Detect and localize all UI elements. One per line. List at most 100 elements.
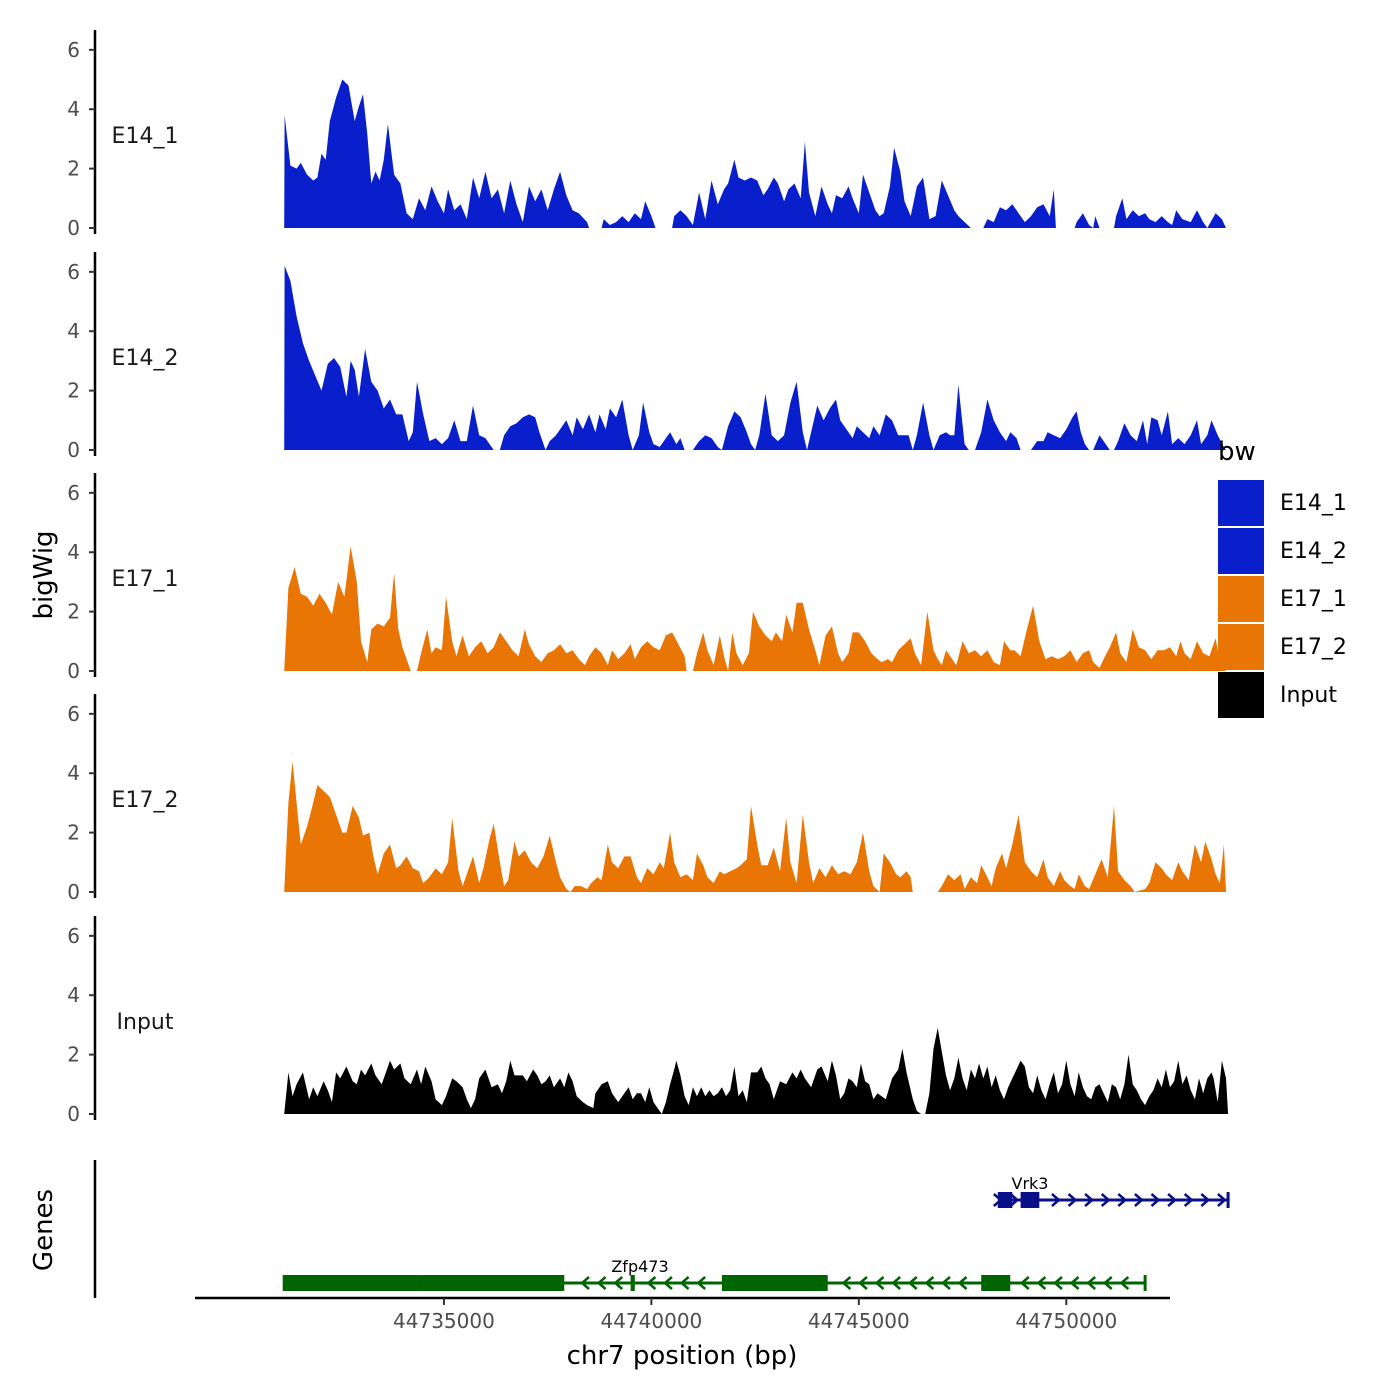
track-label: E17_2 xyxy=(112,788,179,813)
strand-arrow xyxy=(1019,1276,1030,1290)
legend-item-Input: Input xyxy=(1218,672,1337,718)
strand-arrow xyxy=(1100,1193,1111,1207)
y-tick-label: 6 xyxy=(67,702,80,726)
legend-item-E17_1: E17_1 xyxy=(1218,576,1347,622)
gene-exon xyxy=(981,1275,1011,1291)
y-tick-label: 4 xyxy=(67,97,80,121)
strand-arrow xyxy=(580,1276,590,1290)
legend-label: E14_2 xyxy=(1280,539,1347,564)
gene-Zfp473: Zfp473 xyxy=(282,1257,1147,1291)
y-axis-title: bigWig xyxy=(29,530,59,619)
track-Input: 0 2 4 6 Input xyxy=(67,916,1229,1126)
legend-label: Input xyxy=(1280,683,1337,708)
strand-arrow xyxy=(1009,1193,1020,1207)
track-E17_1: 0 2 4 6 E17_1 xyxy=(67,473,1226,683)
strand-arrow xyxy=(1067,1193,1078,1207)
y-tick-label: 2 xyxy=(67,600,80,624)
strand-arrow xyxy=(1183,1193,1194,1207)
x-tick-label: 44740000 xyxy=(600,1309,702,1333)
track-label: E17_1 xyxy=(112,567,179,592)
x-tick-label: 44745000 xyxy=(808,1309,910,1333)
strand-arrow xyxy=(679,1276,690,1290)
legend-swatch xyxy=(1218,480,1264,526)
coverage-area xyxy=(284,1027,1229,1114)
y-tick-label: 0 xyxy=(67,1102,80,1126)
strand-arrow xyxy=(1134,1193,1144,1207)
strand-arrow xyxy=(1053,1276,1063,1290)
strand-arrow xyxy=(874,1276,885,1290)
track-label: Input xyxy=(117,1010,174,1035)
legend-label: E17_2 xyxy=(1280,635,1347,660)
strand-arrow xyxy=(941,1276,951,1290)
strand-arrow xyxy=(1117,1193,1128,1207)
strand-arrow xyxy=(1084,1193,1095,1207)
y-tick-label: 0 xyxy=(67,216,80,240)
coverage-area xyxy=(284,761,1226,892)
gene-exon xyxy=(284,1275,417,1291)
x-tick-label: 44735000 xyxy=(393,1309,495,1333)
track-label: E14_1 xyxy=(112,124,179,149)
legend-title: bw xyxy=(1218,437,1256,467)
gene-label: Zfp473 xyxy=(611,1257,668,1276)
track-E17_2: 0 2 4 6 E17_2 xyxy=(67,694,1226,904)
tracks-layer: 0 2 4 6 E14_1 0 2 4 6 E14_2 0 2 4 6 E17_1 0 2 4 6 E17_2 0 2 4 6… xyxy=(67,30,1229,1126)
strand-arrow xyxy=(696,1276,706,1290)
x-axis-title: chr7 position (bp) xyxy=(567,1341,798,1371)
y-tick-label: 2 xyxy=(67,821,80,845)
genes-layer: Vrk3 Zfp473 xyxy=(93,1160,1230,1298)
strand-arrow xyxy=(957,1276,968,1290)
strand-arrow xyxy=(1102,1276,1113,1290)
legend-swatch xyxy=(1218,624,1264,670)
y-tick-label: 2 xyxy=(67,157,80,181)
strand-arrow xyxy=(1217,1193,1227,1207)
strand-arrow xyxy=(1167,1193,1177,1207)
strand-arrow xyxy=(858,1276,868,1290)
y-tick-label: 4 xyxy=(67,983,80,1007)
legend-swatch xyxy=(1218,528,1264,574)
y-tick-label: 6 xyxy=(67,38,80,62)
gene-exon xyxy=(416,1275,565,1291)
genes-axis-title: Genes xyxy=(29,1189,59,1271)
legend-item-E14_1: E14_1 xyxy=(1218,480,1347,526)
gene-exon xyxy=(630,1275,635,1291)
strand-arrow xyxy=(1150,1193,1161,1207)
gene-exon xyxy=(721,1275,828,1291)
gene-exon xyxy=(1020,1192,1040,1208)
legend-label: E14_1 xyxy=(1280,491,1347,516)
track-E14_2: 0 2 4 6 E14_2 xyxy=(67,252,1226,462)
legend-label: E17_1 xyxy=(1280,587,1347,612)
strand-arrow xyxy=(1069,1276,1080,1290)
legend-item-E14_2: E14_2 xyxy=(1218,528,1347,574)
track-E14_1: 0 2 4 6 E14_1 xyxy=(67,30,1226,240)
strand-arrow xyxy=(891,1276,901,1290)
strand-arrow xyxy=(596,1276,607,1290)
strand-arrow xyxy=(924,1276,935,1290)
legend-item-E17_2: E17_2 xyxy=(1218,624,1347,670)
coverage-area xyxy=(284,546,1226,671)
strand-arrow xyxy=(613,1276,624,1290)
strand-arrow xyxy=(646,1276,657,1290)
y-tick-label: 0 xyxy=(67,880,80,904)
gene-Vrk3: Vrk3 xyxy=(993,1174,1230,1208)
gene-exon xyxy=(997,1192,1013,1208)
strand-arrow xyxy=(841,1276,852,1290)
y-tick-label: 6 xyxy=(67,481,80,505)
y-tick-label: 6 xyxy=(67,260,80,284)
y-tick-label: 0 xyxy=(67,438,80,462)
y-tick-label: 6 xyxy=(67,924,80,948)
legend: bw E14_1 E14_2 E17_1 E17_2 Input xyxy=(1218,437,1347,718)
track-label: E14_2 xyxy=(112,346,179,371)
legend-swatch xyxy=(1218,576,1264,622)
strand-arrow xyxy=(1036,1276,1047,1290)
y-tick-label: 2 xyxy=(67,379,80,403)
coverage-area xyxy=(284,265,1226,450)
y-tick-label: 4 xyxy=(67,319,80,343)
strand-arrow xyxy=(1051,1193,1061,1207)
strand-arrow xyxy=(1200,1193,1211,1207)
x-tick-label: 44750000 xyxy=(1015,1309,1117,1333)
y-tick-label: 4 xyxy=(67,540,80,564)
strand-arrow xyxy=(1119,1276,1130,1290)
x-axis: 44735000 44740000 44745000 44750000 xyxy=(195,1296,1170,1333)
